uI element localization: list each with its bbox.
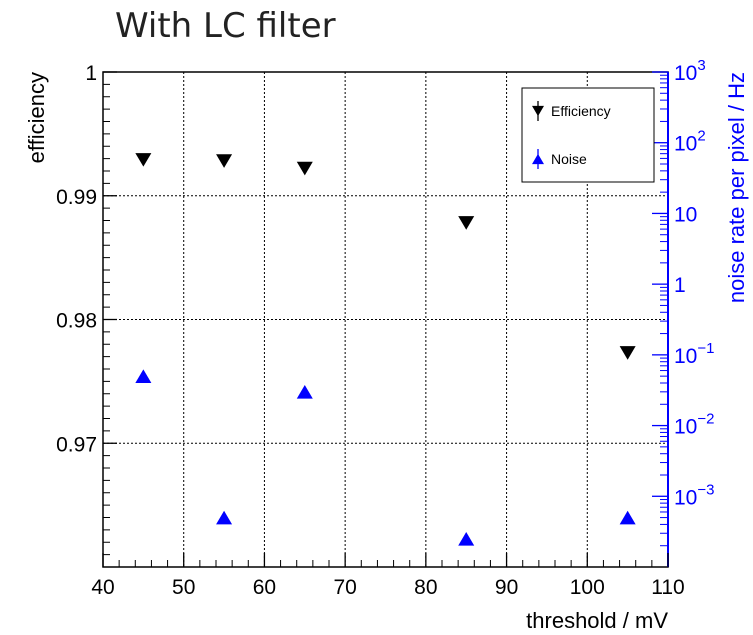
- x-tick-label: 60: [253, 576, 276, 599]
- y-axis-right-label: noise rate per pixel / Hz: [724, 72, 749, 303]
- noise-point: [135, 369, 152, 383]
- legend-items: Efficiency Noise: [532, 101, 611, 169]
- noise-point: [458, 532, 475, 546]
- x-tick-label: 40: [91, 576, 114, 599]
- x-tick-label: 90: [495, 576, 518, 599]
- efficiency-point: [619, 346, 636, 360]
- tick-label-exponent: −1: [697, 340, 714, 357]
- x-tick-label: 70: [333, 576, 356, 599]
- data-points: [135, 153, 636, 546]
- x-tick-label: 100: [570, 576, 605, 599]
- tick-label-base: 10: [674, 486, 697, 509]
- efficiency-point: [135, 153, 152, 167]
- tick-label-exponent: −2: [697, 411, 714, 428]
- tick-label-base: 10: [674, 133, 697, 156]
- y-right-tick-label: 103: [674, 57, 706, 85]
- noise-point: [619, 510, 636, 525]
- y-left-tick-label: 1: [85, 62, 97, 85]
- legend-label: Efficiency: [551, 103, 611, 119]
- efficiency-point: [296, 161, 313, 176]
- legend-marker-efficiency: [532, 105, 544, 117]
- tick-label-base: 1: [674, 274, 686, 297]
- y-right-tick-label: 10−3: [674, 481, 714, 509]
- noise-point: [216, 510, 233, 525]
- efficiency-point: [216, 154, 233, 168]
- x-tick-label: 110: [651, 576, 684, 599]
- tick-label-exponent: 3: [697, 57, 705, 74]
- y-right-tick-label: 1: [674, 274, 686, 297]
- legend-marker-noise: [532, 153, 544, 165]
- y-axis-left-label: efficiency: [24, 72, 49, 163]
- legend-label: Noise: [551, 151, 587, 167]
- y-left-tick-label: 0.98: [56, 310, 97, 333]
- y-right-tick-label: 10−2: [674, 411, 714, 439]
- tick-labels: 40 50 60 70 80 90 100 110 1 0.99 0.98 0.97: [56, 62, 685, 599]
- noise-point: [296, 385, 313, 399]
- legend-box: [521, 87, 655, 183]
- y-right-tick-label: 10−1: [674, 340, 714, 368]
- grid: [103, 72, 668, 567]
- y-right-tick-label: 102: [674, 128, 706, 156]
- x-tick-label: 50: [172, 576, 195, 599]
- series-efficiency: [135, 153, 636, 360]
- x-axis-label: threshold / mV: [526, 608, 668, 633]
- y-right-tick-label: 10: [674, 203, 697, 226]
- legend: Efficiency Noise: [521, 87, 655, 183]
- series-noise: [135, 369, 636, 546]
- x-tick-label: 80: [414, 576, 437, 599]
- tick-label-base: 10: [674, 203, 697, 226]
- y-left-tick-label: 0.97: [56, 433, 97, 456]
- tick-label-base: 10: [674, 345, 697, 368]
- chart-title: With LC filter: [115, 6, 336, 46]
- tick-label-exponent: −3: [697, 481, 714, 498]
- y-left-tick-label: 0.99: [56, 186, 97, 209]
- tick-label-base: 10: [674, 62, 697, 85]
- axis-ticks: [102, 71, 669, 567]
- tick-label-exponent: 2: [697, 128, 705, 145]
- tick-label-base: 10: [674, 416, 697, 439]
- efficiency-point: [458, 216, 475, 230]
